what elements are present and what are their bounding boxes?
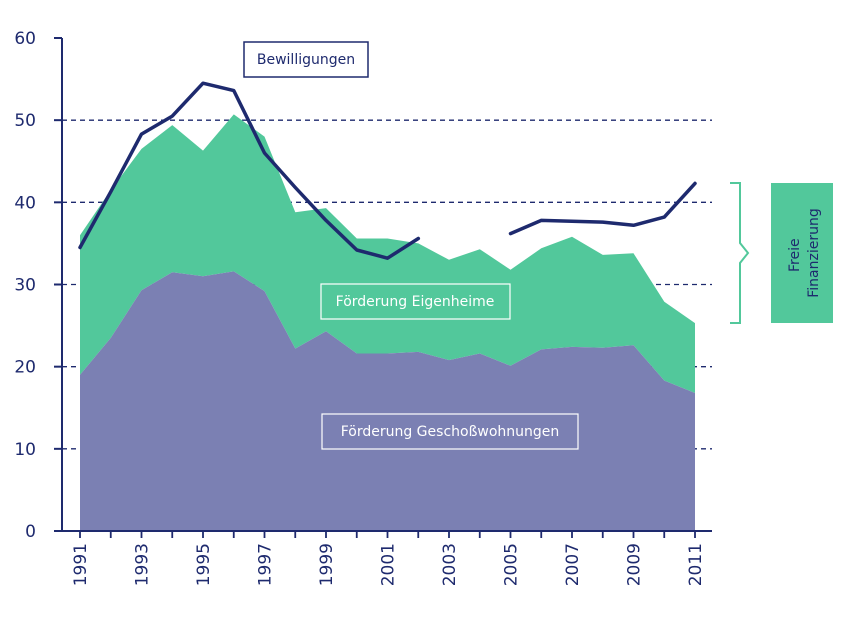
y-tick-label-20: 20 [14, 358, 36, 378]
line-bewilligungen-segment-2 [508, 181, 697, 236]
freie-finanzierung-line2: Finanzierung [806, 208, 822, 298]
y-tick-label-40: 40 [14, 193, 36, 213]
area-foerderung-geschosswohnungen [80, 271, 695, 531]
geschoss-label-text: Förderung Geschoßwohnungen [341, 424, 560, 440]
x-tick-label-2011: 2011 [686, 543, 706, 586]
geschoss-label: Förderung Geschoßwohnungen [321, 413, 579, 450]
x-tick-label-2003: 2003 [440, 543, 460, 586]
freie-finanzierung-text: Freie Finanzierung [787, 208, 822, 298]
y-tick-label-30: 30 [14, 276, 36, 296]
y-tick-label-0: 0 [25, 522, 36, 542]
eigenheime-label-text: Förderung Eigenheime [336, 294, 495, 310]
y-tick-label-50: 50 [14, 111, 36, 131]
x-tick-label-1995: 1995 [194, 543, 214, 586]
line-bewilligungen-segment-1 [78, 81, 421, 260]
x-tick-label-1993: 1993 [133, 543, 153, 586]
eigenheime-label-box [320, 283, 511, 320]
freie-finanzierung-line1: Freie [787, 238, 803, 272]
axes: 0 10 20 30 40 50 60 1991 1993 1995 1997 1999 2001 200… [14, 29, 712, 586]
y-tick-label-60: 60 [14, 29, 36, 49]
eigenheime-label: Förderung Eigenheime [320, 283, 511, 320]
x-tick-label-2009: 2009 [625, 543, 645, 586]
bewilligungen-label: Bewilligungen [243, 41, 369, 78]
x-tick-label-2001: 2001 [379, 543, 399, 586]
freie-finanzierung-box: Freie Finanzierung [771, 183, 833, 323]
geschoss-label-box [321, 413, 579, 450]
x-tick-label-1999: 1999 [317, 543, 337, 586]
freie-finanzierung-bg [771, 183, 833, 323]
bewilligungen-label-text: Bewilligungen [257, 52, 355, 68]
bewilligungen-label-box [243, 41, 369, 78]
x-tick-label-2005: 2005 [502, 543, 522, 586]
freie-finanzierung-bracket [730, 182, 750, 324]
x-tick-label-2007: 2007 [563, 543, 583, 586]
area-series [80, 114, 695, 531]
x-tick-label-1997: 1997 [256, 543, 276, 586]
x-tick-label-1991: 1991 [71, 543, 91, 586]
y-tick-label-10: 10 [14, 440, 36, 460]
line-series [78, 81, 697, 260]
area-foerderung-eigenheime [80, 114, 695, 394]
